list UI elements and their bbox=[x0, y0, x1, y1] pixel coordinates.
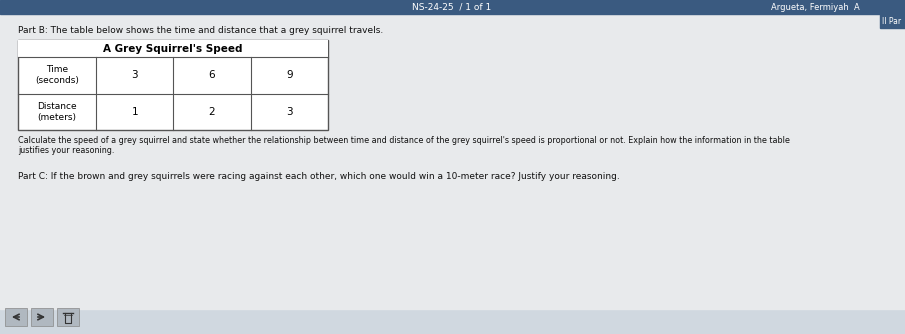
Text: A Grey Squirrel's Speed: A Grey Squirrel's Speed bbox=[103, 43, 243, 53]
Text: 9: 9 bbox=[286, 70, 292, 80]
Bar bbox=[18, 40, 328, 130]
Bar bbox=[5, 308, 27, 326]
Bar bbox=[880, 14, 905, 28]
Text: 1: 1 bbox=[131, 107, 138, 117]
Text: Part C: If the brown and grey squirrels were racing against each other, which on: Part C: If the brown and grey squirrels … bbox=[18, 172, 620, 181]
Text: 3: 3 bbox=[131, 70, 138, 80]
Text: 6: 6 bbox=[209, 70, 215, 80]
Bar bbox=[31, 308, 53, 326]
Text: Argueta, Fermiyah  A: Argueta, Fermiyah A bbox=[771, 2, 860, 11]
Text: Calculate the speed of a grey squirrel and state whether the relationship betwee: Calculate the speed of a grey squirrel a… bbox=[18, 136, 790, 145]
Text: NS-24-25  / 1 of 1: NS-24-25 / 1 of 1 bbox=[413, 2, 491, 11]
Bar bbox=[57, 308, 79, 326]
Text: II Par: II Par bbox=[882, 16, 901, 25]
Bar bbox=[18, 40, 328, 57]
Text: 3: 3 bbox=[286, 107, 292, 117]
Text: Part B: The table below shows the time and distance that a grey squirrel travels: Part B: The table below shows the time a… bbox=[18, 26, 383, 35]
Text: Time
(seconds): Time (seconds) bbox=[35, 65, 79, 85]
Text: 2: 2 bbox=[209, 107, 215, 117]
Text: Distance
(meters): Distance (meters) bbox=[37, 102, 77, 122]
Bar bbox=[0, 0, 905, 14]
Bar bbox=[0, 14, 905, 309]
Text: justifies your reasoning.: justifies your reasoning. bbox=[18, 146, 114, 155]
